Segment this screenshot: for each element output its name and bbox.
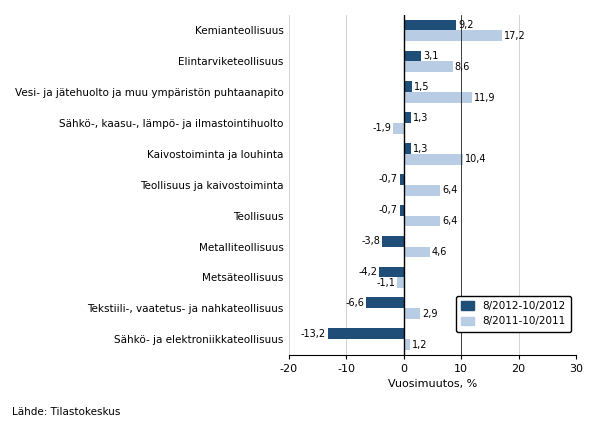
Text: 2,9: 2,9 [422,309,438,319]
Bar [379,266,404,277]
Bar [404,143,411,154]
Bar [399,174,404,185]
Bar [404,308,420,319]
Bar [404,339,410,350]
Bar [399,205,404,216]
Text: -3,8: -3,8 [361,236,380,246]
Bar [404,81,412,92]
Bar [404,51,422,61]
Text: 10,4: 10,4 [465,155,487,164]
Bar [397,277,404,288]
Text: -0,7: -0,7 [379,174,398,184]
Bar [393,123,404,134]
Text: 11,9: 11,9 [474,93,495,103]
Text: Lähde: Tilastokeskus: Lähde: Tilastokeskus [12,407,120,417]
Text: -4,2: -4,2 [359,267,378,277]
Text: 6,4: 6,4 [442,216,457,226]
Bar [404,216,440,226]
Text: 3,1: 3,1 [423,51,438,61]
Bar [404,185,440,196]
X-axis label: Vuosimuutos, %: Vuosimuutos, % [388,379,477,389]
Text: 17,2: 17,2 [504,31,526,41]
Bar [404,61,453,72]
Bar [404,92,472,103]
Text: 9,2: 9,2 [458,20,474,30]
Text: 1,3: 1,3 [413,144,428,154]
Text: 1,2: 1,2 [412,340,428,349]
Bar [404,154,463,165]
Legend: 8/2012-10/2012, 8/2011-10/2011: 8/2012-10/2012, 8/2011-10/2011 [456,296,571,332]
Text: -0,7: -0,7 [379,205,398,215]
Text: -13,2: -13,2 [301,329,326,339]
Text: -1,1: -1,1 [377,278,395,288]
Bar [382,236,404,247]
Bar [328,328,404,339]
Text: -1,9: -1,9 [372,123,391,133]
Bar [404,20,456,30]
Bar [404,247,430,257]
Bar [404,30,502,41]
Text: 1,3: 1,3 [413,113,428,123]
Text: 1,5: 1,5 [414,82,429,92]
Text: 6,4: 6,4 [442,185,457,195]
Text: 8,6: 8,6 [454,62,470,72]
Text: -6,6: -6,6 [345,298,364,308]
Bar [404,112,411,123]
Text: 4,6: 4,6 [432,247,447,257]
Bar [365,298,404,308]
